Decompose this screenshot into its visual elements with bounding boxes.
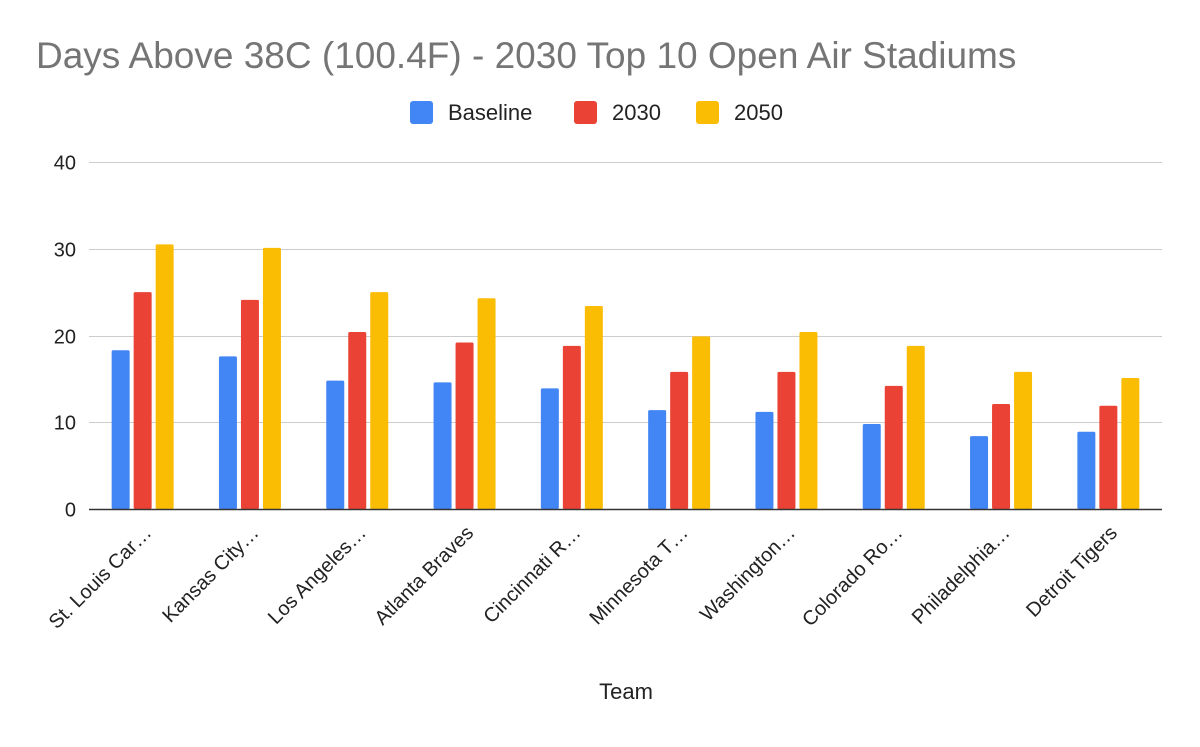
bar-2030-8 — [884, 385, 903, 509]
bar-2030-5 — [562, 345, 581, 509]
bar-2050-9 — [1014, 371, 1033, 509]
bar-2050-4 — [477, 298, 496, 509]
bar-2030-7 — [777, 371, 796, 509]
x-tick-label: Los Angeles… — [264, 522, 371, 629]
bar-2030-1 — [133, 292, 152, 509]
bar-2030-3 — [348, 332, 367, 509]
x-tick-label: Philadelphia… — [908, 522, 1015, 629]
legend-label-2030: 2030 — [612, 100, 661, 125]
x-tick-label: Minnesota T… — [585, 522, 692, 629]
bar-2030-10 — [1099, 405, 1118, 509]
bar-baseline-5 — [540, 388, 559, 509]
bar-2050-7 — [799, 332, 818, 509]
bars — [111, 244, 1140, 509]
x-tick-label: Colorado Ro… — [798, 522, 907, 631]
bar-2030-4 — [455, 342, 474, 509]
bar-baseline-9 — [970, 436, 989, 509]
legend-label-2050: 2050 — [734, 100, 783, 125]
x-tick-label: St. Louis Car… — [45, 522, 156, 633]
bar-baseline-4 — [433, 382, 452, 509]
legend: Baseline 2030 2050 — [410, 100, 783, 125]
y-tick-label: 20 — [54, 327, 76, 349]
bar-2050-6 — [692, 336, 711, 509]
bar-2050-8 — [906, 345, 925, 509]
bar-2050-1 — [155, 244, 174, 509]
bar-baseline-10 — [1077, 431, 1096, 509]
bar-2030-9 — [992, 404, 1011, 509]
chart-title: Days Above 38C (100.4F) - 2030 Top 10 Op… — [36, 35, 1016, 76]
x-tick-label: Cincinnati R… — [479, 522, 585, 628]
bar-2050-3 — [370, 292, 389, 509]
bar-baseline-7 — [755, 411, 774, 509]
y-tick-label: 10 — [54, 413, 76, 435]
y-tick-label: 30 — [54, 240, 76, 262]
bar-baseline-3 — [326, 380, 345, 509]
x-tick-label: Washington… — [696, 522, 800, 626]
x-tick-label: Detroit Tigers — [1022, 522, 1122, 622]
bar-2050-5 — [584, 306, 603, 509]
x-tick-label: Atlanta Braves — [371, 522, 479, 630]
legend-swatch-2050 — [696, 101, 719, 124]
y-tick-label: 40 — [54, 153, 76, 175]
legend-swatch-baseline — [410, 101, 433, 124]
y-axis-ticks: 0 10 20 30 40 — [54, 153, 76, 522]
x-axis-label: Team — [599, 679, 653, 704]
bar-baseline-2 — [218, 356, 237, 509]
legend-label-baseline: Baseline — [448, 100, 532, 125]
bar-2030-6 — [670, 371, 689, 509]
legend-swatch-2030 — [574, 101, 597, 124]
bar-2050-10 — [1121, 378, 1140, 509]
bar-baseline-1 — [111, 350, 130, 509]
bar-baseline-6 — [648, 410, 667, 509]
bar-baseline-8 — [862, 423, 881, 509]
x-axis-ticks: St. Louis Car… Kansas City… Los Angeles… At… — [45, 522, 1122, 633]
bar-2030-2 — [240, 299, 259, 509]
x-tick-label: Kansas City… — [158, 522, 263, 627]
bar-2050-2 — [262, 247, 281, 509]
y-tick-label: 0 — [65, 500, 76, 522]
